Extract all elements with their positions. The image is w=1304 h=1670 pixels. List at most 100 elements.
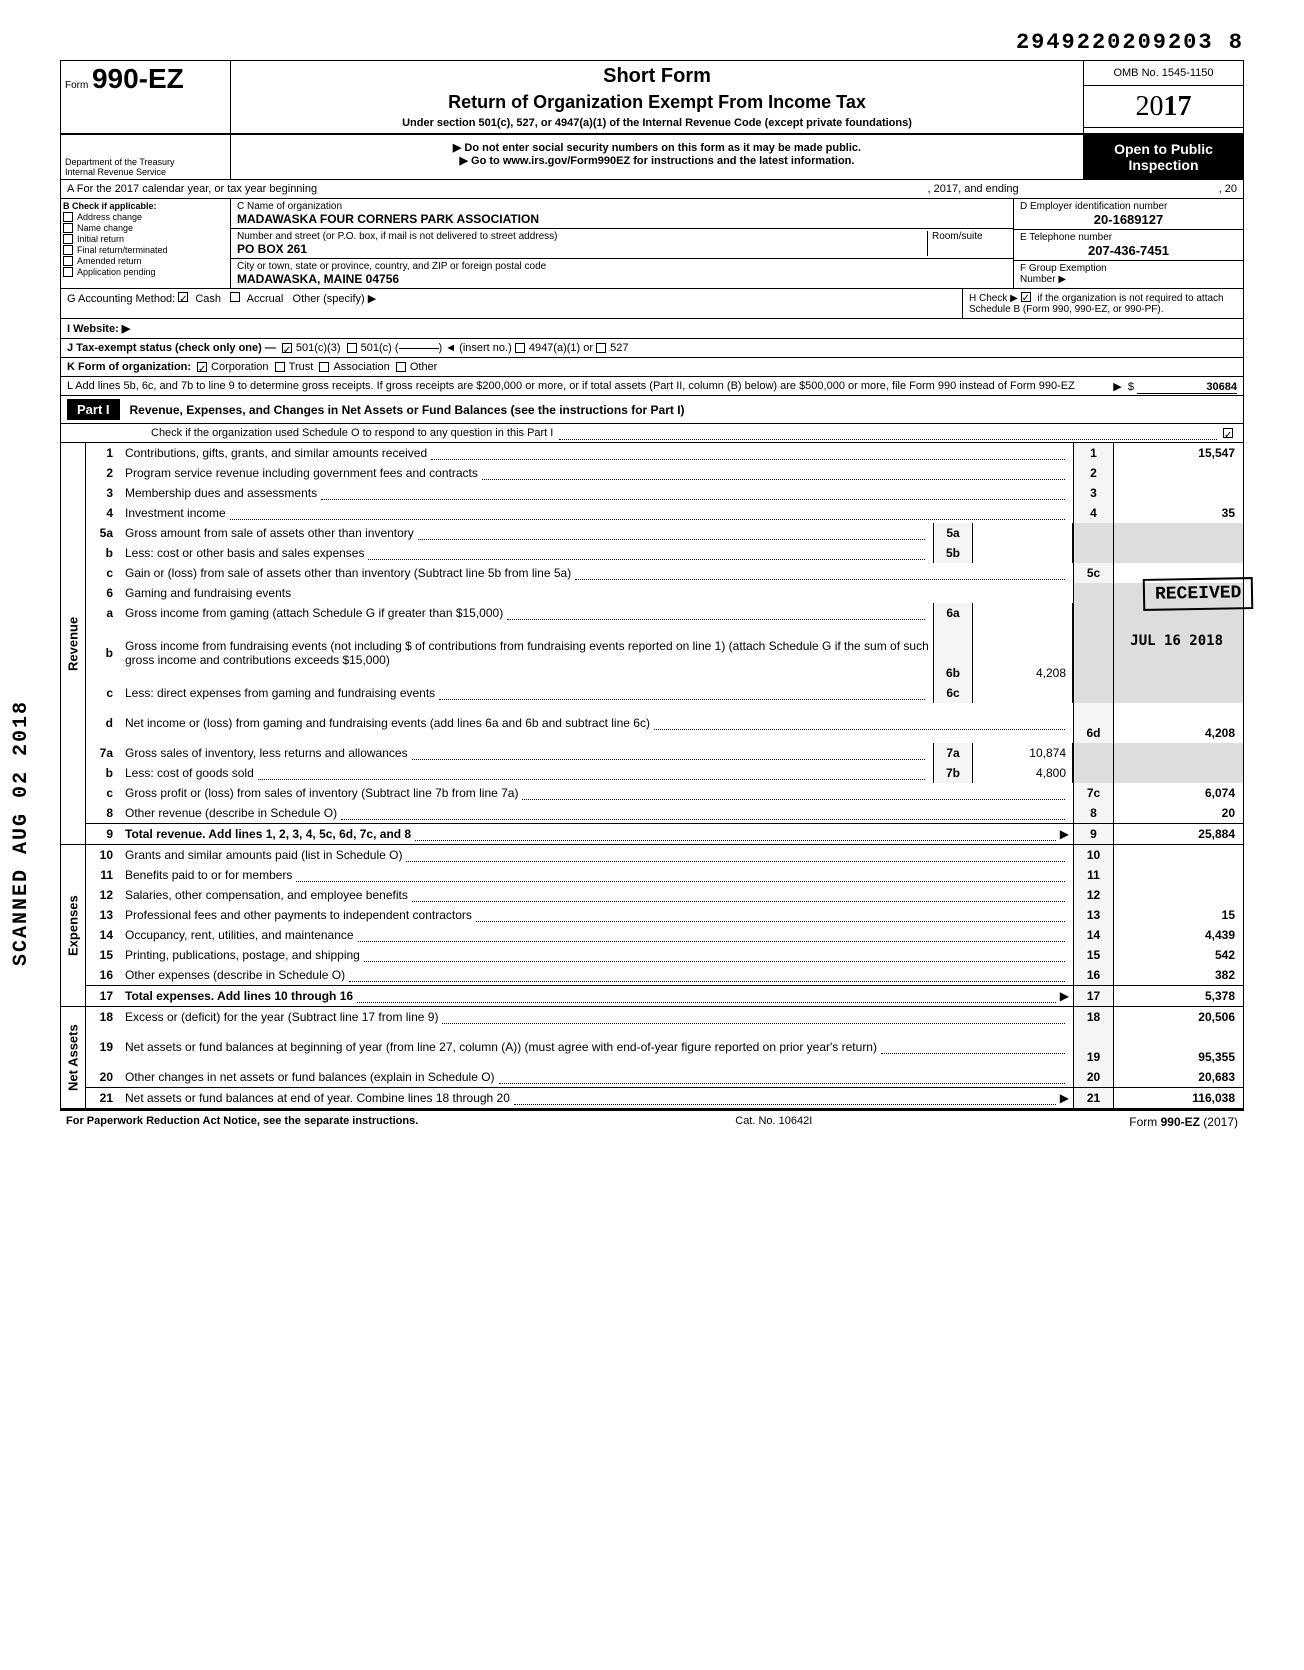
line-18-desc: Excess or (deficit) for the year (Subtra… [125, 1010, 438, 1024]
line-4-val: 35 [1113, 503, 1243, 523]
line-5a-desc: Gross amount from sale of assets other t… [125, 526, 414, 540]
line-7b-val: 4,800 [973, 763, 1073, 783]
check-schedule-o[interactable] [1223, 428, 1233, 438]
group-label: F Group Exemption [1020, 263, 1237, 274]
phone-value: 207-436-7451 [1020, 243, 1237, 258]
ein-value: 20-1689127 [1020, 212, 1237, 227]
h-label: H Check ▶ [969, 293, 1018, 304]
tax-year: 2017 [1136, 91, 1192, 122]
line-16-desc: Other expenses (describe in Schedule O) [125, 968, 345, 982]
document-id: 2949220209203 8 [60, 30, 1244, 55]
room-label: Room/suite [932, 231, 1007, 242]
line-6c-desc: Less: direct expenses from gaming and fu… [125, 686, 435, 700]
line-11-val [1113, 865, 1243, 885]
form-end: Form 990-EZ (2017) [1129, 1115, 1238, 1129]
line-7a-desc: Gross sales of inventory, less returns a… [125, 746, 408, 760]
check-name-change[interactable] [63, 223, 73, 233]
org-name: MADAWASKA FOUR CORNERS PARK ASSOCIATION [237, 212, 1007, 226]
group-number: Number ▶ [1020, 274, 1237, 285]
part1-label: Part I [67, 399, 120, 420]
line-7c-desc: Gross profit or (loss) from sales of inv… [125, 786, 518, 800]
line-17-desc: Total expenses. Add lines 10 through 16 [125, 989, 353, 1003]
check-501c[interactable] [347, 343, 357, 353]
row-a-end: , 20 [1219, 183, 1237, 195]
form-prefix: Form [65, 80, 88, 91]
line-8-desc: Other revenue (describe in Schedule O) [125, 806, 337, 820]
line-14-desc: Occupancy, rent, utilities, and maintena… [125, 928, 354, 942]
ein-label: D Employer identification number [1020, 201, 1237, 212]
row-a-mid: , 2017, and ending [928, 183, 1019, 195]
line-1-val: 15,547 [1113, 443, 1243, 463]
line-18-val: 20,506 [1113, 1007, 1243, 1027]
side-netassets: Net Assets [60, 1007, 85, 1108]
line-15-val: 542 [1113, 945, 1243, 965]
check-final-return[interactable] [63, 245, 73, 255]
check-initial-return[interactable] [63, 234, 73, 244]
line-1-desc: Contributions, gifts, grants, and simila… [125, 446, 427, 460]
line-20-val: 20,683 [1113, 1067, 1243, 1087]
line-5c-desc: Gain or (loss) from sale of assets other… [125, 566, 571, 580]
street-value: PO BOX 261 [237, 242, 927, 256]
line-6-desc: Gaming and fundraising events [125, 586, 291, 600]
stamp-date: JUL 16 2018 [1130, 633, 1223, 649]
line-2-val [1113, 463, 1243, 483]
line-3-desc: Membership dues and assessments [125, 486, 317, 500]
phone-label: E Telephone number [1020, 232, 1237, 243]
check-accrual[interactable] [230, 292, 240, 302]
check-b-label: B Check if applicable: [63, 201, 228, 211]
line-20-desc: Other changes in net assets or fund bala… [125, 1070, 495, 1084]
check-trust[interactable] [275, 362, 285, 372]
line-6b-val: 4,208 [973, 623, 1073, 683]
check-corp[interactable] [197, 362, 207, 372]
return-title: Return of Organization Exempt From Incom… [235, 92, 1079, 113]
city-value: MADAWASKA, MAINE 04756 [237, 272, 1007, 286]
part1-check-text: Check if the organization used Schedule … [151, 427, 553, 439]
line-8-val: 20 [1113, 803, 1243, 823]
short-form-title: Short Form [235, 65, 1079, 88]
i-label: I Website: ▶ [67, 322, 130, 335]
cat-no: Cat. No. 10642I [735, 1115, 812, 1129]
omb-number: OMB No. 1545-1150 [1084, 61, 1243, 86]
line-12-val [1113, 885, 1243, 905]
line-5b-desc: Less: cost or other basis and sales expe… [125, 546, 364, 560]
check-527[interactable] [596, 343, 606, 353]
paperwork-notice: For Paperwork Reduction Act Notice, see … [66, 1115, 418, 1129]
row-a-label: A For the 2017 calendar year, or tax yea… [67, 183, 317, 195]
city-label: City or town, state or province, country… [237, 261, 1007, 272]
line-15-desc: Printing, publications, postage, and shi… [125, 948, 360, 962]
side-expenses: Expenses [60, 845, 85, 1006]
warning-1: ▶ Do not enter social security numbers o… [237, 141, 1077, 154]
check-4947[interactable] [515, 343, 525, 353]
form-number: 990-EZ [92, 63, 184, 94]
line-7b-desc: Less: cost of goods sold [125, 766, 254, 780]
form-header: Form 990-EZ Short Form Return of Organiz… [60, 60, 1244, 135]
line-9-val: 25,884 [1113, 824, 1243, 844]
line-4-desc: Investment income [125, 506, 226, 520]
line-16-val: 382 [1113, 965, 1243, 985]
under-section: Under section 501(c), 527, or 4947(a)(1)… [235, 117, 1079, 129]
check-pending[interactable] [63, 267, 73, 277]
check-assoc[interactable] [319, 362, 329, 372]
line-12-desc: Salaries, other compensation, and employ… [125, 888, 408, 902]
line-13-val: 15 [1113, 905, 1243, 925]
l-value: 30684 [1137, 381, 1237, 394]
g-label: G Accounting Method: [67, 293, 175, 305]
j-label: J Tax-exempt status (check only one) — [67, 342, 276, 354]
open-public: Open to Public [1086, 141, 1241, 157]
scanned-stamp: SCANNED AUG 02 2018 [10, 700, 33, 966]
check-h[interactable] [1021, 292, 1031, 302]
k-label: K Form of organization: [67, 361, 191, 373]
line-7a-val: 10,874 [973, 743, 1073, 763]
line-17-val: 5,378 [1113, 986, 1243, 1006]
name-label: C Name of organization [237, 201, 1007, 212]
check-cash[interactable] [178, 292, 188, 302]
check-other[interactable] [396, 362, 406, 372]
check-amended[interactable] [63, 256, 73, 266]
line-19-desc: Net assets or fund balances at beginning… [125, 1040, 877, 1054]
line-7c-val: 6,074 [1113, 783, 1243, 803]
check-501c3[interactable] [282, 343, 292, 353]
line-21-desc: Net assets or fund balances at end of ye… [125, 1091, 510, 1105]
l-text: L Add lines 5b, 6c, and 7b to line 9 to … [67, 380, 1075, 392]
check-address-change[interactable] [63, 212, 73, 222]
line-10-val [1113, 845, 1243, 865]
